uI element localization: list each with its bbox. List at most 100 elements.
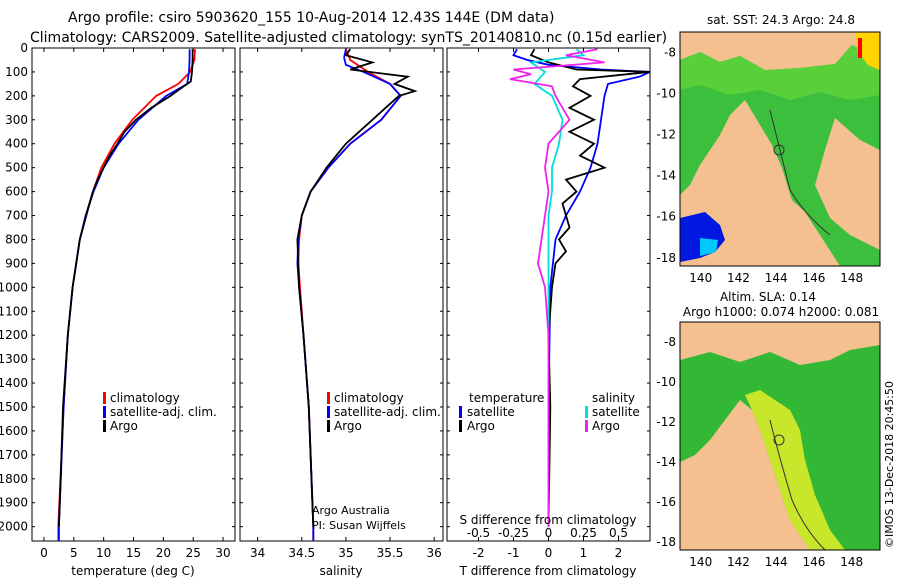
legend-t-argo: Argo (467, 419, 495, 433)
ytick-label: 1200 (0, 328, 28, 342)
sla-map-frame (679, 321, 881, 551)
sst-map-title: sat. SST: 24.3 Argo: 24.8 (707, 13, 855, 27)
credit-argo-australia: Argo Australia (312, 504, 390, 517)
sst-map-argo-position (773, 144, 785, 156)
ytick-label: 600 (5, 185, 28, 199)
sla-map-xtick-label: 144 (765, 555, 788, 569)
sst-map-ytick-label: -8 (664, 46, 676, 60)
sst-map-xtick-label: 146 (803, 271, 826, 285)
temperature-series-argo (58, 49, 194, 527)
temperature-xtick-label: 30 (215, 546, 230, 560)
sst-map-ytick-label: -18 (656, 251, 676, 265)
ytick-label: 500 (5, 161, 28, 175)
difference-xtick-label: 1 (580, 546, 588, 560)
legend-swatch-climatology (327, 392, 330, 404)
temperature-xlabel: temperature (deg C) (71, 564, 194, 578)
legend-swatch-argo (103, 420, 106, 432)
credit-pi: PI: Susan Wijffels (312, 519, 406, 532)
ytick-label: 1900 (0, 496, 28, 510)
legend-argo: Argo (334, 419, 362, 433)
ytick-label: 400 (5, 137, 28, 151)
ytick-label: 300 (5, 113, 28, 127)
sla-map-ytick-label: -10 (656, 375, 676, 389)
legend-argo: Argo (110, 419, 138, 433)
salinity-xtick-label: 36 (427, 546, 442, 560)
legend-t-satellite: satellite (467, 405, 515, 419)
salinity-panel (239, 47, 444, 542)
difference-series-t-satellite (512, 48, 651, 527)
temperature-panel (31, 47, 236, 542)
legend-climatology: climatology (334, 391, 404, 405)
difference-top-xtick-label: -0.5 (467, 526, 490, 540)
ytick-label: 1500 (0, 400, 28, 414)
legend-swatch-climatology (103, 392, 106, 404)
ytick-label: 200 (5, 89, 28, 103)
imos-credit: ©IMOS 13-Dec-2018 20:45:50 (883, 381, 896, 548)
ytick-label: 1100 (0, 304, 28, 318)
legend-salinity-title: salinity (592, 391, 635, 405)
difference-top-xtick-label: -0.25 (498, 526, 529, 540)
sst-map (679, 31, 881, 267)
sst-map-frame (679, 31, 881, 267)
sla-map-subtitle: Argo h1000: 0.074 h2000: 0.081 (683, 305, 879, 319)
difference-legend: temperature satellite Argo salinity sate… (459, 391, 640, 433)
sla-map-xtick-label: 146 (803, 555, 826, 569)
ytick-label: 1700 (0, 448, 28, 462)
ytick-label: 1400 (0, 376, 28, 390)
title-line-2: Climatology: CARS2009. Satellite-adjuste… (30, 30, 667, 46)
legend-satellite-adj: satellite-adj. clim. (110, 405, 217, 419)
sst-map-xtick-label: 144 (765, 271, 788, 285)
sst-map-xtick-label: 140 (689, 271, 712, 285)
legend-swatch-t-satellite (459, 406, 462, 418)
legend-swatch-satellite-adj (327, 406, 330, 418)
difference-series-t-argo (529, 48, 651, 527)
temperature-xtick-label: 0 (40, 546, 48, 560)
temperature-xtick-label: 25 (186, 546, 201, 560)
salinity-xtick-label: 34 (250, 546, 265, 560)
sst-map-xtick-label: 142 (727, 271, 750, 285)
sst-map-contour (769, 109, 831, 236)
sst-map-hot-pixel (858, 38, 862, 58)
legend-s-argo: Argo (592, 419, 620, 433)
ytick-label: 1600 (0, 424, 28, 438)
sla-map-xtick-label: 148 (840, 555, 863, 569)
legend-swatch-s-satellite (585, 406, 588, 418)
sst-map-ytick-label: -16 (656, 210, 676, 224)
sla-map-ytick-label: -16 (656, 495, 676, 509)
ytick-label: 700 (5, 209, 28, 223)
legend-satellite-adj: satellite-adj. clim. (334, 405, 441, 419)
ytick-label: 0 (20, 41, 28, 55)
temperature-xtick-label: 5 (70, 546, 78, 560)
difference-xlabel-top: S difference from climatology (460, 513, 637, 527)
ytick-label: 1300 (0, 352, 28, 366)
sla-map-ytick-label: -14 (656, 455, 676, 469)
difference-top-xtick-label: 0.25 (570, 526, 597, 540)
sla-map (679, 321, 881, 551)
sst-map-cyan-patch (700, 238, 718, 256)
ytick-label: 900 (5, 256, 28, 270)
sla-map-argo-position (773, 434, 785, 446)
sst-map-gulf-water (680, 45, 880, 266)
sla-map-xtick-label: 140 (689, 555, 712, 569)
difference-top-xtick-label: 0.5 (609, 526, 628, 540)
sla-map-title: Altim. SLA: 0.14 (720, 290, 816, 304)
legend-swatch-satellite-adj (103, 406, 106, 418)
legend-temperature-title: temperature (469, 391, 544, 405)
sst-map-xtick-label: 148 (840, 271, 863, 285)
sla-map-contour (769, 419, 826, 550)
difference-xtick-label: 0 (545, 546, 553, 560)
sla-map-high-band (745, 390, 845, 550)
difference-xtick-label: 2 (615, 546, 623, 560)
temperature-legend: climatology satellite-adj. clim. Argo (103, 391, 217, 433)
legend-swatch-s-argo (585, 420, 588, 432)
legend-climatology: climatology (110, 391, 180, 405)
difference-xtick-label: -1 (508, 546, 520, 560)
difference-xtick-label: -2 (473, 546, 485, 560)
difference-xlabel: T difference from climatology (459, 564, 637, 578)
sst-map-ytick-label: -12 (656, 128, 676, 142)
ytick-label: 1800 (0, 472, 28, 486)
ytick-label: 1000 (0, 280, 28, 294)
title-line-1: Argo profile: csiro 5903620_155 10-Aug-2… (68, 10, 554, 26)
legend-swatch-t-argo (459, 420, 462, 432)
temperature-xtick-label: 10 (96, 546, 111, 560)
